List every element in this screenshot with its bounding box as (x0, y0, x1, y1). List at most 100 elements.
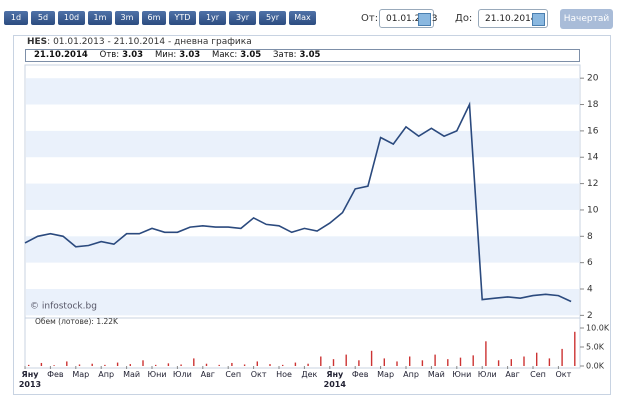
grid-band (26, 130, 579, 158)
period-button[interactable]: 1m (88, 11, 112, 25)
volume-bar (370, 350, 373, 366)
x-tick-label: Яну 2013 (18, 370, 42, 389)
x-tick-label: Юли (477, 370, 497, 379)
volume-bar (205, 363, 208, 366)
volume-bar (28, 364, 30, 366)
x-tick-label: Авг (505, 370, 520, 379)
header-text: : 01.01.2013 - 21.10.2014 - дневна графи… (47, 37, 252, 47)
y-tick-label: 18 (587, 100, 599, 110)
volume-bar (155, 364, 157, 366)
x-tick-label: Сеп (225, 370, 242, 379)
calendar-icon[interactable] (532, 13, 545, 26)
volume-bar (294, 362, 297, 366)
grid-band (26, 236, 579, 263)
volume-bar (497, 360, 500, 366)
volume-bar (142, 360, 144, 366)
info-label: Мин: (154, 50, 177, 60)
volume-bar (269, 364, 271, 366)
info-label: Затв: (273, 50, 297, 60)
y-tick-label: 10 (587, 205, 599, 215)
volume-bar (231, 362, 233, 366)
period-button[interactable]: 1yr (199, 11, 226, 25)
volume-bar (345, 354, 347, 366)
y-tick-label: 4 (587, 285, 593, 295)
from-label: От: (361, 13, 379, 24)
chart-header: HES: 01.01.2013 - 21.10.2014 - дневна гр… (27, 37, 252, 47)
y-tick-label: 16 (587, 126, 599, 136)
to-value[interactable]: 21.10.2014 (485, 14, 537, 24)
info-date: 21.10.2014 (34, 50, 88, 60)
grid-band (26, 78, 579, 105)
x-tick-label: Юни (147, 370, 167, 379)
volume-bar (91, 363, 93, 366)
volume-bar (574, 331, 576, 366)
period-button[interactable]: YTD (169, 11, 196, 25)
info-label: Отв: (99, 50, 120, 60)
price-line (24, 101, 572, 303)
x-tick-label: Окт (555, 370, 572, 379)
period-button[interactable]: 5yr (259, 11, 286, 25)
x-tick-label: Мар (377, 370, 395, 379)
to-input[interactable]: 21.10.2014 (478, 9, 548, 28)
y-tick-label: 6 (587, 258, 593, 268)
volume-bar (548, 358, 551, 366)
x-tick-label: Май (427, 370, 445, 379)
y-tick-label: 5.0K (586, 343, 605, 352)
grid-band (26, 183, 579, 210)
volume-bar (218, 364, 220, 366)
info-label: Макс: (212, 50, 238, 60)
volume-bar (358, 360, 360, 366)
x-tick-label: Яну 2014 (323, 370, 346, 389)
period-button[interactable]: Max (289, 11, 316, 25)
x-tick-label: Сеп (530, 370, 546, 379)
period-button[interactable]: 10d (58, 11, 85, 25)
volume-bar (307, 363, 309, 366)
calendar-icon[interactable] (418, 13, 431, 26)
info-value: 3.05 (299, 50, 321, 60)
volume-bar (66, 361, 68, 366)
period-button[interactable]: 3yr (229, 11, 256, 25)
from-value[interactable]: 01.01.2013 (386, 14, 438, 24)
from-input[interactable]: 01.01.2013 (379, 9, 438, 28)
volume-bar (523, 356, 525, 366)
info-value: 3.05 (240, 50, 262, 60)
volume-bar (536, 352, 538, 366)
y-tick-label: 20 (587, 74, 599, 84)
volume-bar (396, 361, 398, 366)
info-value: 3.03 (122, 50, 144, 60)
volume-subtitle: Обем (лотове): 1.22K (35, 317, 119, 326)
volume-bar (78, 364, 81, 366)
volume-bar (193, 358, 195, 366)
x-tick-label: Юни (452, 370, 472, 379)
info-value: 3.03 (179, 50, 201, 60)
y-tick-label: 12 (587, 179, 598, 189)
x-tick-label: Фев (47, 370, 64, 379)
period-button[interactable]: 1d (4, 11, 28, 25)
volume-bar (421, 360, 424, 366)
volume-bar (243, 364, 246, 366)
volume-bar (561, 348, 563, 366)
y-tick-label: 0.0K (586, 362, 605, 371)
chart-panel (13, 35, 611, 395)
period-button[interactable]: 5d (31, 11, 55, 25)
submit-button[interactable]: Начертай (560, 9, 613, 29)
watermark: © infostock.bg (30, 302, 97, 312)
volume-bar (180, 364, 182, 366)
volume-bar (320, 356, 322, 366)
x-tick-label: Юли (172, 370, 192, 379)
volume-bar (129, 364, 131, 366)
volume-bar (510, 359, 512, 366)
period-button[interactable]: 3m (115, 11, 139, 25)
x-tick-label: Фев (351, 370, 369, 379)
x-tick-label: Авг (200, 370, 215, 379)
x-tick-label: Ное (276, 370, 292, 379)
to-label: До: (455, 13, 473, 24)
volume-bar (409, 356, 411, 366)
volume-bar (53, 365, 55, 366)
x-tick-label: Май (123, 370, 141, 379)
x-tick-label: Дек (301, 370, 318, 379)
x-tick-label: Окт (250, 370, 267, 379)
period-button[interactable]: 6m (142, 11, 166, 25)
volume-bar (256, 361, 258, 366)
